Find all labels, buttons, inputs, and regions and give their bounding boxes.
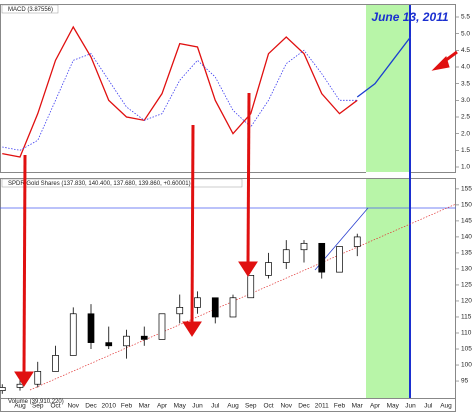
y-tick-label: 2.5 <box>461 114 470 121</box>
candle-body <box>265 262 272 276</box>
x-tick-label: Jun <box>192 403 203 410</box>
candle-body <box>69 313 77 356</box>
annotation: June 13, 2011 <box>371 10 448 24</box>
panel-gap <box>366 172 411 178</box>
x-tick-label: Apr <box>370 403 381 410</box>
y-tick-label: 3.0 <box>461 97 470 104</box>
y-tick-label: 140 <box>461 234 472 241</box>
projection-zone <box>366 5 411 398</box>
candle-body <box>105 342 113 347</box>
candle-body <box>194 297 201 308</box>
x-tick-label: Dec <box>85 403 97 410</box>
candle-body <box>123 335 130 347</box>
candle-body <box>16 383 24 388</box>
candle-body <box>247 275 255 299</box>
x-tick-label: Nov <box>67 403 79 410</box>
candle-body <box>87 313 95 343</box>
arrow-head <box>14 371 34 387</box>
x-tick-label: Oct <box>263 403 273 410</box>
x-tick-label: Oct <box>50 403 60 410</box>
x-tick-label: Mar <box>352 403 364 410</box>
y-tick-label: 3.5 <box>461 80 470 87</box>
volume-legend: Volume (39,910,220) <box>8 399 64 405</box>
arrow-head <box>238 261 258 277</box>
macd-panel <box>0 4 456 173</box>
x-tick-label: 2010 <box>102 403 117 410</box>
legend-box <box>1 178 243 188</box>
y-tick-label: 120 <box>461 298 472 305</box>
candle-body <box>336 246 343 273</box>
candle-body <box>34 371 42 385</box>
y-tick-label: 105 <box>461 346 472 353</box>
legend-box <box>1 4 59 14</box>
y-tick-label: 5.5 <box>461 14 470 21</box>
y-tick-label: 1.5 <box>461 147 470 154</box>
candle-body <box>211 297 219 318</box>
trend-line <box>29 203 457 391</box>
candle-body <box>229 297 237 318</box>
x-tick-label: May <box>387 403 400 410</box>
price-legend: SPDR Gold Shares (137.830, 140.400, 137.… <box>8 181 191 187</box>
y-tick-label: 135 <box>461 250 472 257</box>
x-tick-label: Apr <box>157 403 168 410</box>
x-tick-label: Dec <box>298 403 310 410</box>
arrows <box>14 50 458 387</box>
candle-body <box>0 387 6 391</box>
x-tick-label: Jun <box>405 403 416 410</box>
x-tick-label: Aug <box>227 403 239 410</box>
macd-line <box>356 36 412 98</box>
candle-body <box>176 307 184 315</box>
x-tick-label: Nov <box>280 403 292 410</box>
candle-body <box>353 236 361 247</box>
y-tick-label: 4.0 <box>461 64 470 71</box>
y-tick-label: 1.0 <box>461 164 470 171</box>
candle-body <box>140 335 148 340</box>
arrow-head <box>431 56 450 71</box>
x-tick-label: Sep <box>245 403 257 410</box>
x-tick-label: Feb <box>334 403 346 410</box>
y-tick-label: 150 <box>461 202 472 209</box>
y-tick-label: 2.0 <box>461 130 470 137</box>
y-tick-label: 5.0 <box>461 30 470 37</box>
arrow-head <box>182 321 202 337</box>
y-tick-label: 110 <box>461 330 472 337</box>
y-tick-label: 100 <box>461 362 472 369</box>
y-tick-label: 115 <box>461 314 472 321</box>
y-tick-label: 95 <box>461 378 469 385</box>
candle-body <box>318 242 326 273</box>
y-tick-label: 130 <box>461 266 472 273</box>
x-tick-label: May <box>174 403 187 410</box>
macd-line <box>2 49 358 151</box>
x-tick-label: Aug <box>14 403 26 410</box>
y-tick-label: 125 <box>461 282 472 289</box>
y-tick-label: 4.5 <box>461 47 470 54</box>
y-tick-label: 145 <box>461 218 472 225</box>
arrow-shaft <box>22 154 27 375</box>
x-tick-label: Aug <box>440 403 452 410</box>
y-tick-label: 155 <box>461 186 472 193</box>
arrow-shaft <box>190 124 195 325</box>
x-tick-label: 2011 <box>315 403 329 410</box>
macd-legend: MACD (3.87556) <box>8 7 53 13</box>
x-tick-label: Jul <box>211 403 220 410</box>
x-tick-label: Mar <box>139 403 151 410</box>
macd-line <box>2 25 358 158</box>
arrow-shaft <box>246 92 251 265</box>
candle-body <box>300 242 308 251</box>
candle-body <box>282 249 290 263</box>
x-tick-label: Sep <box>32 403 44 410</box>
candle-body <box>52 355 59 372</box>
candle-body <box>158 313 166 340</box>
x-tick-label: Jul <box>424 403 433 410</box>
x-tick-label: Feb <box>121 403 133 410</box>
